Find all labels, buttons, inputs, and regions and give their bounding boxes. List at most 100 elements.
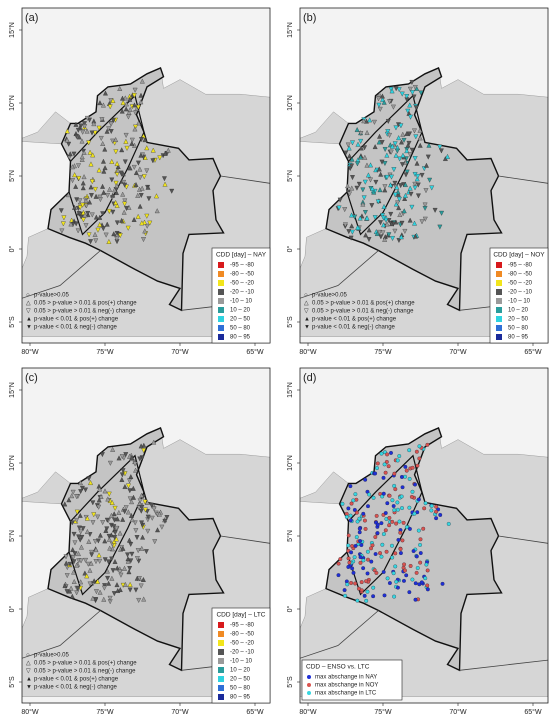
legend-swatch: [218, 316, 224, 322]
station-marker: [119, 147, 125, 153]
y-tick-label: 10°N: [8, 455, 16, 471]
y-tick-label: 5°S: [8, 316, 16, 328]
station-marker: [371, 585, 376, 590]
map-frame: [21, 7, 271, 344]
station-marker: [80, 185, 86, 191]
legend-swatch: [218, 262, 224, 268]
station-marker: [84, 515, 90, 521]
station-marker: [419, 172, 425, 178]
station-marker: [408, 191, 414, 197]
station-marker: [144, 168, 150, 174]
station-marker: [385, 452, 390, 457]
station-marker: [357, 215, 363, 221]
station-marker: [404, 131, 410, 136]
legend-symbol: ▼: [26, 325, 32, 331]
station-marker: [358, 145, 364, 151]
station-marker: [75, 127, 81, 133]
panel-label: (d): [303, 372, 316, 384]
station-marker: [413, 134, 419, 140]
station-marker: [96, 552, 102, 558]
station-marker: [369, 185, 375, 191]
borders: [220, 535, 270, 544]
station-marker: [89, 549, 94, 555]
station-marker: [119, 217, 125, 223]
station-marker: [340, 501, 345, 506]
station-marker: [348, 235, 354, 241]
legend-label: -95 – -80: [230, 623, 255, 629]
station-marker: [346, 506, 351, 511]
station-marker: [95, 227, 101, 233]
station-marker: [138, 99, 144, 105]
station-marker: [142, 228, 148, 234]
station-marker: [112, 530, 118, 536]
station-marker: [103, 232, 109, 238]
station-marker: [62, 501, 68, 507]
legend-symbol: ○: [304, 293, 308, 299]
station-marker: [376, 166, 382, 172]
station-marker: [418, 542, 423, 547]
x-tick-label: 75°W: [96, 348, 114, 356]
station-marker: [409, 80, 415, 85]
station-marker: [385, 576, 390, 581]
station-marker: [403, 568, 407, 573]
station-marker: [378, 234, 384, 240]
legend-swatch: [218, 280, 224, 286]
legend-swatch: [218, 667, 224, 673]
legend-swatch: [218, 622, 224, 628]
station-marker: [83, 203, 89, 209]
station-marker: [379, 521, 384, 526]
station-marker: [69, 520, 75, 526]
station-marker: [141, 596, 147, 602]
station-marker: [76, 551, 81, 557]
station-marker: [133, 170, 139, 175]
station-marker: [162, 150, 168, 156]
station-marker: [395, 200, 401, 206]
station-marker: [390, 104, 396, 110]
station-marker: [395, 458, 400, 463]
station-marker: [349, 163, 355, 169]
station-marker: [348, 484, 353, 489]
station-marker: [382, 593, 387, 598]
legend-swatch: [218, 289, 224, 295]
station-marker: [417, 444, 422, 449]
station-marker: [93, 214, 99, 220]
station-marker: [102, 488, 108, 494]
station-marker: [348, 518, 353, 523]
station-marker: [110, 568, 116, 574]
station-marker: [395, 191, 401, 197]
station-marker: [381, 491, 386, 496]
station-marker: [117, 85, 123, 91]
station-marker: [373, 535, 378, 539]
station-marker: [439, 210, 445, 216]
legend-swatch: [218, 271, 224, 277]
station-marker: [127, 587, 133, 593]
station-marker: [103, 90, 108, 96]
station-marker: [363, 477, 368, 482]
station-marker: [119, 472, 125, 478]
station-marker: [382, 161, 388, 166]
station-marker: [419, 580, 424, 585]
station-marker: [358, 560, 363, 565]
station-marker: [429, 503, 434, 508]
station-marker: [135, 160, 141, 166]
station-marker: [413, 597, 418, 602]
station-marker: [389, 450, 393, 455]
station-marker: [357, 526, 362, 531]
legend-label: -95 – -80: [508, 263, 533, 269]
station-marker: [93, 238, 99, 244]
station-marker: [88, 480, 93, 485]
station-marker: [407, 152, 413, 158]
colombia: [325, 67, 503, 312]
station-marker: [343, 150, 349, 156]
station-marker: [106, 491, 112, 497]
station-marker: [151, 439, 157, 445]
station-marker: [78, 579, 84, 585]
station-marker: [367, 117, 373, 123]
station-marker: [411, 549, 416, 554]
station-marker: [367, 492, 372, 497]
station-marker: [368, 162, 373, 168]
station-marker: [394, 148, 400, 154]
station-marker: [424, 562, 429, 567]
station-marker: [398, 234, 404, 240]
legend-label: -20 – -10: [508, 290, 533, 296]
